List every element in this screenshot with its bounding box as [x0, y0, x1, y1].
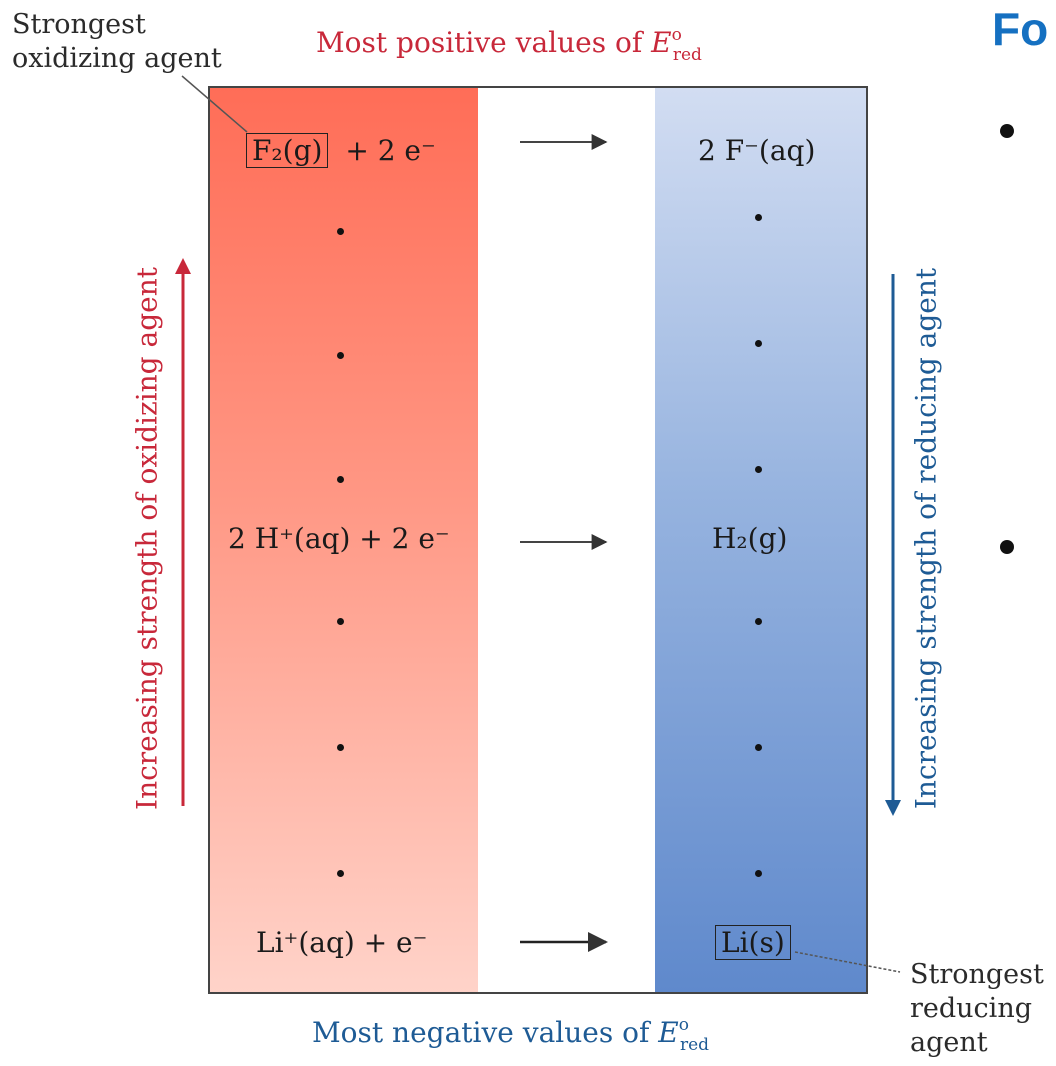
oxidizing-strength-label: Increasing strength of oxidizing agent	[130, 267, 164, 810]
reducing-strength-arrow	[885, 274, 901, 816]
reaction-arrows	[520, 134, 608, 952]
e-symbol: E	[658, 1016, 679, 1049]
continuation-dot	[755, 340, 762, 347]
e-superscript: o	[678, 1015, 689, 1035]
continuation-dot	[755, 214, 762, 221]
oxidizing-strength-arrow	[175, 258, 191, 806]
strongest-oxidizer-box: F₂(g)	[246, 133, 329, 168]
label-prefix: Most positive values of	[316, 26, 652, 59]
callout-line: agent	[910, 1027, 988, 1058]
continuation-dot	[755, 744, 762, 751]
oxidizing-leader-line	[181, 75, 248, 133]
reducing-leader-line	[794, 951, 901, 973]
continuation-dot	[337, 618, 344, 625]
continuation-dot	[755, 618, 762, 625]
reaction-lithium-left: Li⁺(aq) + e⁻	[256, 926, 428, 959]
continuation-dot	[337, 228, 344, 235]
arrow-down-icon	[885, 800, 901, 816]
bullet-point	[1000, 540, 1014, 554]
strongest-reducing-callout: Strongest reducing agent	[910, 958, 1044, 1060]
callout-line: Strongest	[910, 959, 1044, 990]
arrow-column	[478, 88, 655, 992]
reaction-lithium-right: Li(s)	[715, 925, 791, 960]
reducing-agent-column	[655, 88, 866, 992]
callout-line: oxidizing agent	[12, 43, 222, 74]
e-superscript: o	[671, 25, 682, 45]
electron-term: + 2 e⁻	[345, 134, 436, 167]
continuation-dot	[337, 476, 344, 483]
oxidizing-agent-column	[210, 88, 478, 992]
reaction-hydrogen-left: 2 H⁺(aq) + 2 e⁻	[228, 522, 450, 555]
bullet-point	[1000, 124, 1014, 138]
continuation-dot	[755, 870, 762, 877]
arrow-up-icon	[175, 258, 191, 274]
table-frame	[208, 86, 868, 994]
reaction-fluorine-right: 2 F⁻(aq)	[698, 134, 816, 167]
callout-line: Strongest	[12, 9, 146, 40]
callout-line: reducing	[910, 993, 1032, 1024]
reaction-fluorine-left: F₂(g) + 2 e⁻	[246, 133, 436, 168]
reducing-strength-label: Increasing strength of reducing agent	[909, 267, 943, 810]
slide-title-fragment: Fo	[992, 3, 1049, 55]
reaction-hydrogen-right: H₂(g)	[712, 522, 788, 555]
e-symbol: E	[651, 26, 672, 59]
most-negative-label: Most negative values of Eored	[312, 1015, 718, 1055]
label-prefix: Most negative values of	[312, 1016, 659, 1049]
strongest-reducer-box: Li(s)	[715, 925, 791, 960]
e-subscript: red	[679, 1035, 710, 1055]
strongest-oxidizing-callout: Strongest oxidizing agent	[12, 8, 222, 76]
continuation-dot	[337, 870, 344, 877]
continuation-dot	[755, 466, 762, 473]
most-positive-label: Most positive values of Eored	[316, 25, 711, 65]
e-subscript: red	[672, 45, 702, 65]
continuation-dot	[337, 744, 344, 751]
continuation-dot	[337, 352, 344, 359]
